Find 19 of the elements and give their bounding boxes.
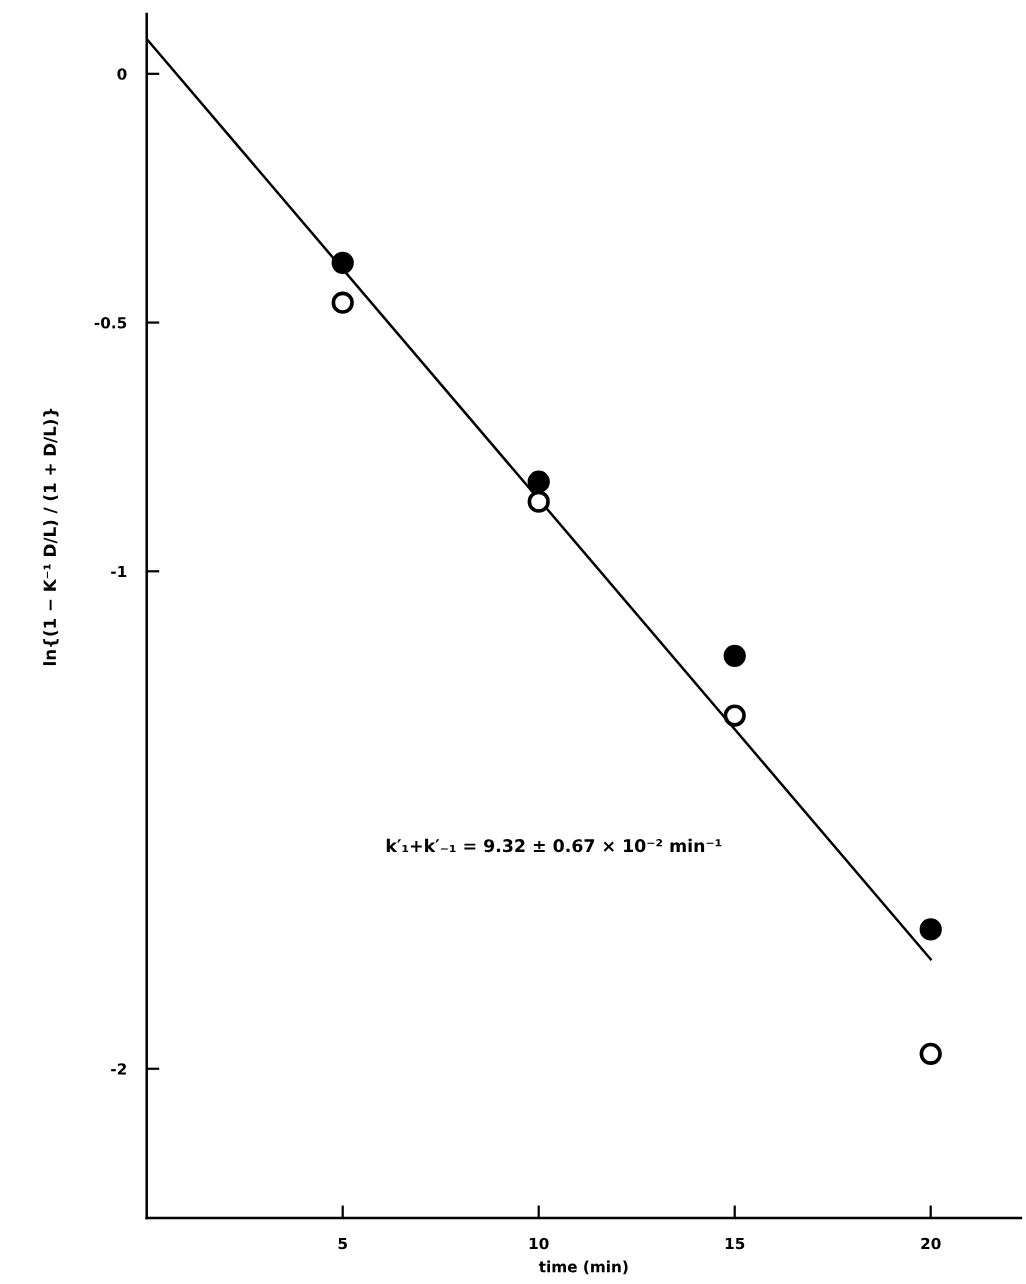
point	[527, 490, 550, 513]
y-tick-label: -0.5	[94, 317, 127, 329]
y-tick-label: 0	[117, 68, 127, 80]
point	[527, 470, 550, 493]
x-tick-label: 5	[338, 1237, 347, 1250]
x-tick-label: 20	[921, 1237, 941, 1250]
x-tick-label: 15	[725, 1237, 745, 1250]
point	[723, 704, 746, 727]
y-tick-label: -1	[111, 565, 127, 578]
annotation: k′₁+k′₋₁ = 9.32 ± 0.67 × 10⁻² min⁻¹	[386, 838, 722, 853]
y-axis-title: ln{(1 − K⁻¹ D/L) / (1 + D/L)}	[43, 408, 59, 666]
point	[723, 644, 746, 667]
y-tick-label: -2	[111, 1063, 126, 1075]
point	[919, 918, 942, 941]
point	[919, 1042, 942, 1065]
x-tick-label: 10	[529, 1237, 549, 1250]
point	[331, 291, 354, 314]
x-axis-title: time (min)	[538, 1260, 628, 1275]
point	[331, 251, 354, 274]
